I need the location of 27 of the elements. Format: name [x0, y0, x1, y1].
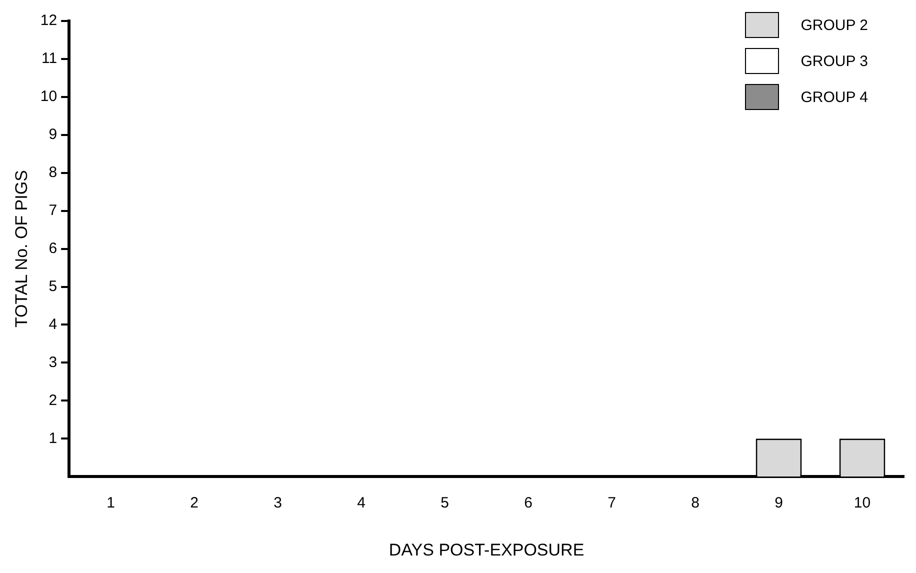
x-tick-label: 3: [274, 494, 282, 512]
y-tick-label: 2: [48, 392, 58, 409]
y-tick-label: 8: [48, 164, 58, 182]
y-tick-label: 10: [40, 88, 58, 106]
x-axis-title: DAYS POST-EXPOSURE: [388, 540, 584, 560]
legend-label: GROUP 4: [800, 88, 868, 106]
legend-label: GROUP 3: [800, 52, 868, 70]
legend-label: GROUP 2: [800, 16, 868, 34]
y-tick-label: 7: [48, 202, 58, 219]
y-tick-label: 12: [40, 12, 58, 30]
x-tick-label: 4: [357, 494, 366, 512]
y-tick-label: 11: [42, 50, 58, 68]
x-tick-label: 8: [691, 494, 700, 512]
y-axis-title: TOTAL No. OF PIGS: [12, 170, 31, 328]
y-tick-label: 1: [48, 430, 58, 447]
x-tick-label: 6: [524, 494, 532, 512]
x-tick-label: 7: [608, 494, 616, 512]
y-tick-label: 3: [48, 354, 58, 371]
x-tick-label: 10: [854, 494, 871, 512]
x-tick-label: 1: [106, 494, 115, 512]
y-tick-label: 6: [48, 240, 58, 257]
y-tick-label: 4: [48, 316, 58, 333]
x-tick-label: 9: [774, 494, 783, 512]
x-tick-label: 2: [190, 494, 198, 512]
y-tick-label: 9: [48, 126, 58, 144]
x-tick-label: 5: [440, 494, 449, 512]
y-tick-label: 5: [48, 278, 58, 295]
